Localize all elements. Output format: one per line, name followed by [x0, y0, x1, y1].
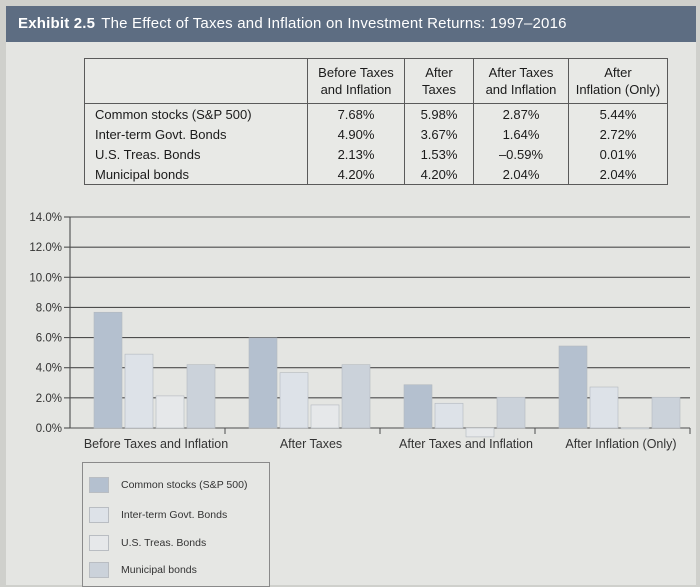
- table-cell: 1.53%: [404, 144, 474, 164]
- table-cell: 7.68%: [307, 103, 405, 124]
- table-cell: 5.44%: [568, 103, 668, 124]
- bar: [248, 337, 278, 429]
- table-cell: –0.59%: [473, 144, 569, 164]
- y-tick-label: 12.0%: [29, 242, 62, 254]
- bar: [186, 364, 216, 429]
- table-cell: 4.20%: [307, 164, 405, 185]
- table-row: U.S. Treas. Bonds 2.13% 1.53% –0.59% 0.0…: [84, 144, 668, 164]
- y-tick-label: 0.0%: [36, 423, 62, 435]
- y-tick-label: 10.0%: [29, 272, 62, 284]
- bar: [558, 345, 588, 429]
- row-label: U.S. Treas. Bonds: [84, 144, 308, 164]
- exhibit-number: Exhibit 2.5: [18, 15, 96, 32]
- legend-item: Common stocks (S&P 500): [89, 475, 247, 495]
- table-cell: 1.64%: [473, 124, 569, 144]
- returns-table: Before Taxes and Inflation After Taxes Aft…: [84, 58, 668, 185]
- exhibit-title: The Effect of Taxes and Inflation on Inv…: [101, 15, 567, 32]
- table-row: Municipal bonds 4.20% 4.20% 2.04% 2.04%: [84, 164, 668, 185]
- y-tick-label: 14.0%: [29, 212, 62, 224]
- col-header-after-taxes: After Taxes: [404, 58, 474, 104]
- table-cell: 0.01%: [568, 144, 668, 164]
- legend-swatch-treas-bonds: [89, 535, 109, 552]
- legend-label: Common stocks (S&P 500): [121, 479, 248, 491]
- table-row: Inter-term Govt. Bonds 4.90% 3.67% 1.64%…: [84, 124, 668, 144]
- y-tick-label: 2.0%: [36, 393, 62, 405]
- table-header-row: Before Taxes and Inflation After Taxes Aft…: [84, 58, 668, 104]
- x-category-label: After Taxes: [280, 437, 342, 451]
- bar: [341, 364, 371, 429]
- y-tick-label: 4.0%: [36, 363, 62, 375]
- x-category-label: Before Taxes and Inflation: [84, 437, 228, 451]
- table-cell: 3.67%: [404, 124, 474, 144]
- table-cell: 5.98%: [404, 103, 474, 124]
- bar: [279, 372, 309, 429]
- chart-legend: Common stocks (S&P 500) Inter-term Govt.…: [82, 462, 270, 587]
- bar: [93, 311, 123, 429]
- legend-swatch-govt-bonds: [89, 507, 109, 524]
- table-cell: 2.04%: [473, 164, 569, 185]
- table-cell: 4.20%: [404, 164, 474, 185]
- legend-item: Inter-term Govt. Bonds: [89, 505, 227, 525]
- legend-swatch-muni-bonds: [89, 562, 109, 579]
- table-row: Common stocks (S&P 500) 7.68% 5.98% 2.87…: [84, 103, 668, 124]
- col-header-after-inflation-only: After Inflation (Only): [568, 58, 668, 104]
- bar: [434, 402, 464, 429]
- x-category-label: After Taxes and Inflation: [399, 437, 533, 451]
- legend-item: Municipal bonds: [89, 560, 197, 580]
- legend-item: U.S. Treas. Bonds: [89, 533, 206, 553]
- table-corner-cell: [84, 58, 308, 104]
- bar: [465, 427, 495, 438]
- legend-label: Municipal bonds: [121, 564, 197, 576]
- table-cell: 2.72%: [568, 124, 668, 144]
- row-label: Common stocks (S&P 500): [84, 103, 308, 124]
- table-cell: 4.90%: [307, 124, 405, 144]
- table-cell: 2.87%: [473, 103, 569, 124]
- x-category-label: After Inflation (Only): [565, 437, 676, 451]
- col-header-after-taxes-inflation: After Taxes and Inflation: [473, 58, 569, 104]
- row-label: Municipal bonds: [84, 164, 308, 185]
- bar: [651, 396, 681, 429]
- bar: [310, 404, 340, 429]
- legend-label: Inter-term Govt. Bonds: [121, 509, 228, 521]
- bar: [496, 396, 526, 429]
- bar: [403, 384, 433, 429]
- legend-swatch-stocks: [89, 477, 109, 494]
- table-cell: 2.13%: [307, 144, 405, 164]
- exhibit-header: Exhibit 2.5 The Effect of Taxes and Infla…: [6, 6, 696, 42]
- bar: [124, 353, 154, 429]
- col-header-before-taxes-inflation: Before Taxes and Inflation: [307, 58, 405, 104]
- bar: [589, 386, 619, 429]
- bar: [620, 427, 650, 430]
- bar: [155, 395, 185, 429]
- legend-label: U.S. Treas. Bonds: [121, 537, 207, 549]
- y-tick-label: 8.0%: [36, 302, 62, 314]
- y-tick-label: 6.0%: [36, 333, 62, 345]
- row-label: Inter-term Govt. Bonds: [84, 124, 308, 144]
- table-cell: 2.04%: [568, 164, 668, 185]
